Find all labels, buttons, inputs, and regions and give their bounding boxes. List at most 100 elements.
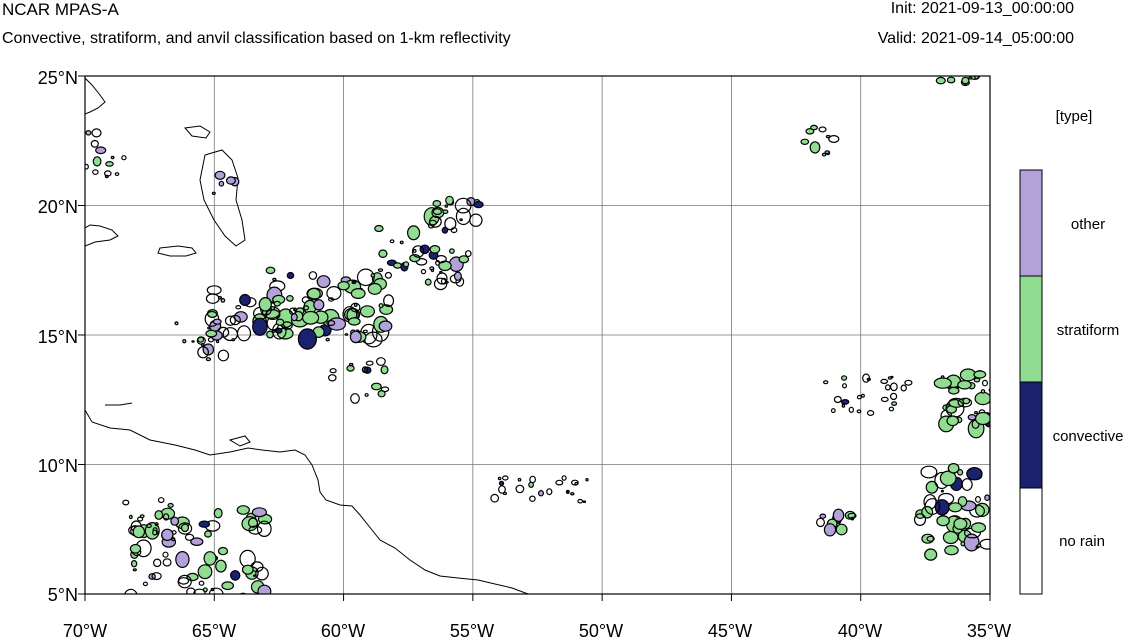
rain-cell-outline [356,268,375,287]
rain-cell-outline [856,409,862,414]
stratiform-cell [921,533,935,544]
rain-cell-outline [389,239,395,244]
rain-cell-outline [91,128,102,138]
stratiform-cell [186,572,199,582]
stratiform-cell [458,255,470,264]
rain-cell-outline [362,329,368,334]
other-cell [251,507,267,518]
island-jamaica [157,245,197,257]
colorbar-swatch-other [1019,169,1043,277]
convective-cell [473,200,484,209]
rain-cell-outline [229,314,241,326]
rain-cell-outline [198,580,205,586]
stratiform-cell [268,597,273,601]
lon-label-70w: 70°W [63,621,107,641]
stratiform-cell [377,390,386,398]
rain-cell-outline [365,360,374,366]
stratiform-cell [946,76,956,84]
coastline-hispaniola [85,224,119,247]
rain-cell-outline [880,396,889,403]
rain-cell-outline [289,307,297,315]
coastline-south-america [85,409,529,594]
other-cell [252,574,257,577]
convective-cell [276,328,283,334]
precipitation-cells [85,76,990,601]
figure-subtitle: Convective, stratiform, and anvil classi… [2,30,511,47]
rain-cell-outline [974,76,979,80]
rain-cell-outline [146,523,152,529]
stratiform-cell [258,296,272,312]
lat-label-5n: 5°N [48,585,78,605]
stratiform-cell [205,329,218,338]
stratiform-cell [933,377,952,389]
stratiform-cell [800,138,810,145]
stratiform-cell [92,156,102,167]
rain-cell-outline [171,530,177,535]
stratiform-cell [445,195,454,206]
stratiform-cell [424,278,432,286]
rain-cell-outline [302,305,310,311]
other-cell [257,584,272,594]
rain-cell-outline [582,500,587,503]
rain-cell-outline [459,218,463,222]
convective-cell [286,271,295,280]
stratiform-cell [974,411,990,426]
stratiform-cell [947,462,960,474]
rain-cell-outline [920,465,938,479]
stratiform-cell [948,386,960,395]
rain-cell-outline [177,574,192,589]
convective-cell [229,570,241,581]
rain-cell-outline [376,357,386,366]
rain-cell-outline [265,309,281,321]
rain-cell-outline [384,271,392,279]
latitude-labels: 25°N 20°N 15°N 10°N 5°N [38,68,78,605]
stratiform-cell [378,303,384,309]
stratiform-cell [935,76,946,85]
rain-cell-outline [326,320,336,327]
lon-label-60w: 60°W [321,621,365,641]
colorbar: [type] other stratiform convective no ra… [1019,108,1123,595]
rain-cell-outline [571,479,579,486]
axis-ticks [78,75,991,601]
rain-cell-outline [433,277,448,291]
convective-cell [840,399,850,405]
lon-label-55w: 55°W [450,621,494,641]
rain-cell-outline [222,327,238,342]
rain-cell-outline [308,271,318,280]
rain-cell-outline [177,522,193,535]
rain-cell-outline [364,331,383,348]
rain-cell-outline [90,139,99,148]
rain-cell-outline [350,302,361,313]
rain-cell-outline [884,384,891,391]
stratiform-cell [215,559,227,573]
stratiform-cell [442,209,449,215]
colorbar-label-no-rain: no rain [1059,533,1105,550]
rain-cell-outline [327,374,337,382]
rain-cell-outline [157,497,165,504]
stratiform-cell [953,517,968,531]
rain-cell-outline [121,155,127,161]
rain-cell-outline [823,380,829,385]
convective-cell [866,377,871,381]
convective-cell [239,592,247,594]
colorbar-swatch-no-rain [1019,487,1043,595]
rain-cell-outline [841,383,847,389]
rain-cell-outline [217,349,230,362]
rain-cell-outline [856,394,863,400]
other-cell [832,508,845,522]
other-cell [132,568,137,572]
colorbar-title: [type] [1056,108,1093,125]
stratiform-cell [974,502,990,517]
stratiform-cell [980,389,986,394]
rain-cell-outline [444,217,457,231]
other-cell [161,528,174,542]
rain-cell-outline [361,366,369,374]
rain-cell-outline [85,163,89,170]
stratiform-cell [403,261,410,268]
stratiform-cell [374,224,384,233]
rain-cell-outline [162,513,170,521]
valid-time: Valid: 2021-09-14_05:00:00 [877,30,1074,47]
rain-cell-outline [184,533,195,541]
rain-cell-outline [889,392,898,401]
rain-cell-outline [561,475,567,481]
